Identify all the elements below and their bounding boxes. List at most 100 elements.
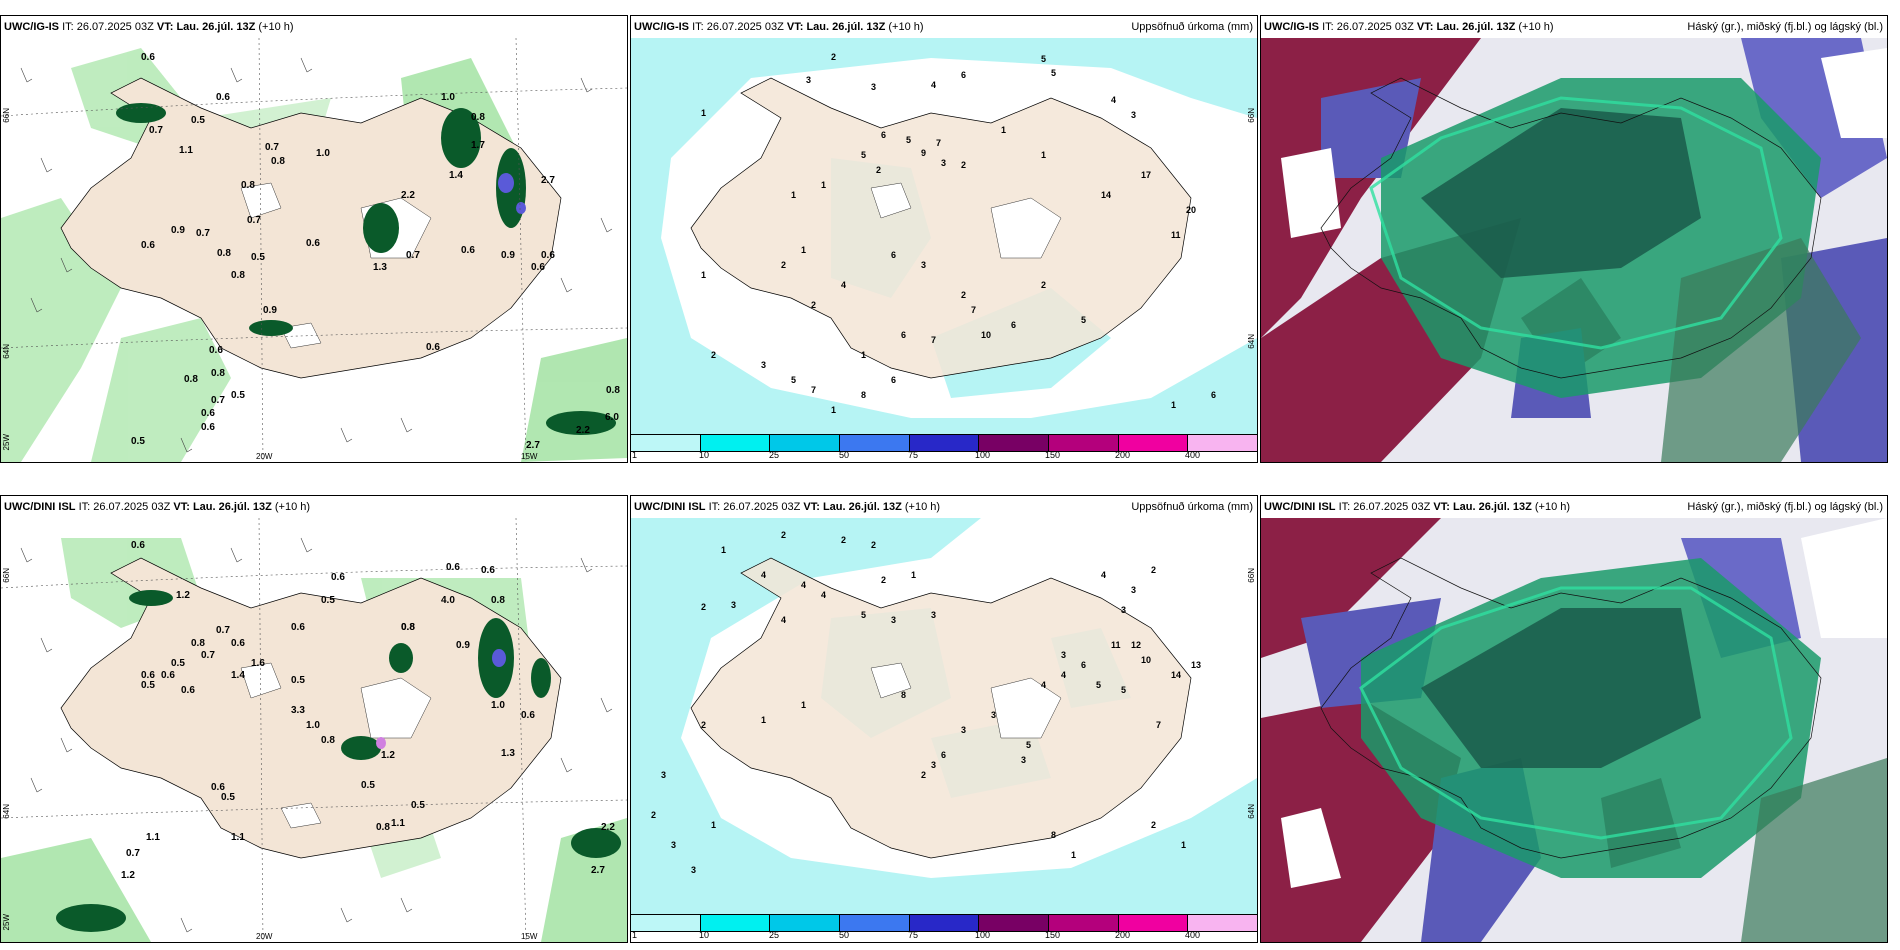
precip-value: 8 (901, 690, 906, 700)
colorbar-swatch (909, 915, 980, 931)
panel-top-middle: UWC/IG-IS IT: 26.07.2025 03Z VT: Lau. 26… (630, 15, 1258, 463)
precip-value: 2 (831, 52, 836, 62)
precip-value: 20 (1186, 205, 1196, 215)
precip-value: 0.8 (184, 374, 198, 385)
precip-value: 11 (1171, 230, 1181, 240)
precip-value: 10 (1141, 655, 1151, 665)
precip-value: 2 (1151, 820, 1156, 830)
colorbar-tick: 150 (1045, 450, 1061, 460)
precip-value: 1 (711, 820, 716, 830)
panel-bottom-right: UWC/DINI ISL IT: 26.07.2025 03Z VT: Lau.… (1260, 495, 1888, 943)
precip-value: 2 (876, 165, 881, 175)
colorbar-tick: 100 (975, 930, 991, 940)
precip-value: 3 (671, 840, 676, 850)
colorbar-swatch (700, 915, 771, 931)
field-title: Háský (gr.), miðský (fj.bl.) og lágský (… (1687, 21, 1883, 33)
colorbar-tick: 1 (632, 930, 638, 940)
precip-value: 3 (931, 610, 936, 620)
precip-value: 2 (961, 290, 966, 300)
precip-value: 7 (931, 335, 936, 345)
precip-value: 2 (781, 530, 786, 540)
precip-value: 2.7 (591, 865, 605, 876)
precip-value: 0.5 (191, 115, 205, 126)
precip-value: 0.7 (201, 650, 215, 661)
precip-value: 2 (781, 260, 786, 270)
precip-value: 1.6 (251, 658, 265, 669)
intense-cells (376, 649, 506, 749)
lon-label: 20W (256, 932, 273, 941)
it-label: IT: (708, 501, 721, 513)
precip-value: 3 (1061, 650, 1066, 660)
map-svg (1261, 38, 1887, 462)
precip-value: 6 (891, 375, 896, 385)
precip-value: 5 (1081, 315, 1086, 325)
precip-value: 3 (871, 82, 876, 92)
precip-value: 6 (941, 750, 946, 760)
precip-value: 1.1 (146, 832, 160, 843)
colorbar-tick: 10 (699, 450, 710, 460)
colorbar-tick: 10 (699, 930, 710, 940)
vt-value: Lau. 26.júl. 13Z (822, 501, 902, 513)
precip-value: 4 (841, 280, 846, 290)
colorbar-tick: 400 (1185, 930, 1201, 940)
precip-value: 0.7 (196, 228, 210, 239)
precip-value: 3 (731, 600, 736, 610)
precip-value: 1 (861, 350, 866, 360)
it-label: IT: (692, 21, 704, 33)
precip-value: 0.8 (491, 595, 505, 606)
precip-value: 5 (1096, 680, 1101, 690)
precip-value: 2 (1041, 280, 1046, 290)
lat-label: 25W (2, 914, 11, 931)
colorbar-swatch (770, 915, 841, 931)
it-value: 26.07.2025 03Z (1353, 501, 1431, 513)
map-accumulated-precip: 2 2 2 1 2 3 4 4 4 2 1 4 5 3 3 4 3 2 3 11 (631, 518, 1257, 942)
precip-value: 0.6 (161, 670, 175, 681)
precip-value: 0.7 (247, 215, 261, 226)
colorbar-swatch (700, 435, 771, 451)
map-cloud-cover (1261, 38, 1887, 462)
vt-label: VT: (156, 21, 174, 33)
field-title: Uppsöfnuð úrkoma (mm) (1131, 501, 1253, 513)
cloud-edge (1369, 96, 1783, 350)
glacier (240, 662, 282, 699)
model-name: UWC/DINI ISL (4, 501, 76, 513)
wind-barbs (20, 57, 613, 453)
precip-value: 2.2 (576, 425, 590, 436)
high-cloud (1261, 38, 1481, 338)
precip-value: 0.6 (216, 92, 230, 103)
it-value: 26.07.2025 03Z (706, 21, 784, 33)
precip-value: 3 (691, 865, 696, 875)
colorbar-tick: 150 (1045, 930, 1061, 940)
rain-area (631, 518, 1257, 942)
precip-value: 1.2 (121, 870, 135, 881)
panel-title: UWC/IG-IS IT: 26.07.2025 03Z VT: Lau. 26… (1261, 16, 1887, 38)
precip-value: 1 (911, 570, 916, 580)
precip-value: 1.1 (391, 818, 405, 829)
precip-value: 0.8 (231, 270, 245, 281)
precip-value: 8 (861, 390, 866, 400)
precip-value: 3 (806, 75, 811, 85)
precip-value: 0.7 (211, 395, 225, 406)
it-label: IT: (62, 21, 74, 33)
lat-label: 64N (1247, 334, 1256, 349)
precip-value: 0.6 (141, 670, 155, 681)
precip-value: 4 (781, 615, 786, 625)
precip-value: 0.7 (149, 125, 163, 136)
precip-value: 0.6 (291, 622, 305, 633)
it-label: IT: (78, 501, 91, 513)
precip-value: 0.8 (376, 822, 390, 833)
lead-time: (+10 h) (904, 501, 941, 513)
precip-value: 2 (881, 575, 886, 585)
vt-value: Lau. 26.júl. 13Z (192, 501, 272, 513)
precip-colorbar: 1 10 25 50 75 100 150 200 400 (631, 434, 1257, 462)
iceland-land (60, 557, 562, 859)
precip-value: 2 (711, 350, 716, 360)
precip-value: 3 (1131, 585, 1136, 595)
it-value: 26.07.2025 03Z (93, 501, 171, 513)
precip-value: 9 (921, 148, 926, 158)
lead-time: (+10 h) (888, 21, 924, 33)
colorbar-swatch (1049, 435, 1119, 451)
precip-value: 3 (1121, 605, 1126, 615)
precip-value: 4 (801, 580, 806, 590)
precip-value: 1.0 (441, 92, 455, 103)
